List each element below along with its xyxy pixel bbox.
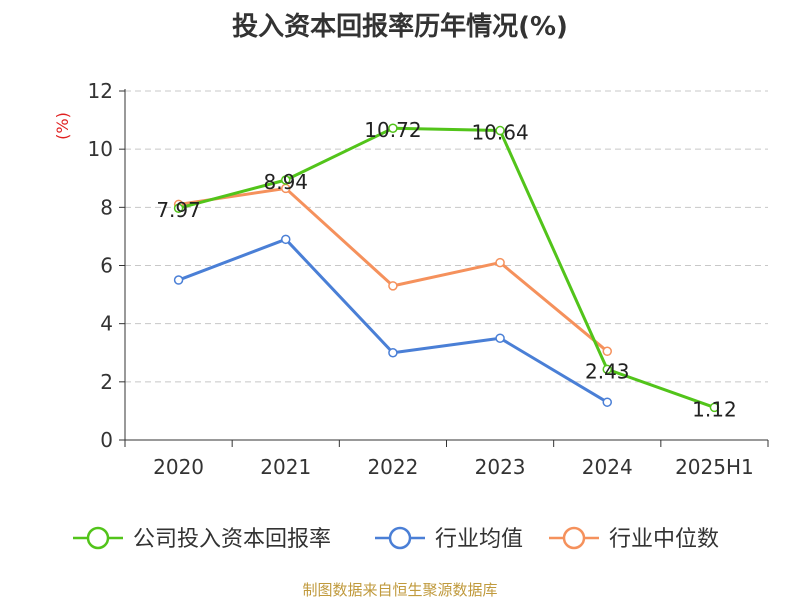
x-tick-label: 2020 xyxy=(153,455,204,479)
grid-lines xyxy=(125,90,768,383)
legend-label: 行业中位数 xyxy=(609,527,719,552)
series-0 xyxy=(173,123,720,413)
legend-item-0: 公司投入资本回报率 xyxy=(73,526,331,552)
data-labels: 7.97 8.94 10.72 10.64 2.43 1.12 xyxy=(156,118,736,421)
series-2 xyxy=(173,183,612,357)
data-label: 10.72 xyxy=(364,118,421,142)
data-label: 2.43 xyxy=(585,359,630,383)
y-tick-label: 4 xyxy=(100,312,113,336)
data-label: 7.97 xyxy=(156,198,201,222)
data-point xyxy=(388,281,398,291)
data-point xyxy=(281,234,291,245)
y-tick-label: 6 xyxy=(100,254,113,278)
x-tick-label: 2021 xyxy=(260,455,311,479)
legend-label: 公司投入资本回报率 xyxy=(133,527,331,552)
data-point xyxy=(602,397,612,407)
data-point xyxy=(173,203,184,213)
legend-label: 行业均值 xyxy=(435,527,523,552)
legend-item-1: 行业均值 xyxy=(375,526,523,552)
source-note: 制图数据来自恒生聚源数据库 xyxy=(302,581,498,599)
data-label: 10.64 xyxy=(471,121,528,145)
data-point xyxy=(173,275,184,285)
series-1 xyxy=(173,234,612,407)
legend-marker xyxy=(86,526,110,550)
data-point xyxy=(388,348,398,358)
y-tick-label: 8 xyxy=(100,195,113,219)
data-point xyxy=(495,257,505,268)
x-tick-label: 2022 xyxy=(367,455,418,479)
data-point xyxy=(602,346,612,357)
data-point xyxy=(388,123,398,133)
data-point xyxy=(709,402,720,413)
x-tick-label: 2025H1 xyxy=(675,455,754,479)
y-axis-title: (%) xyxy=(53,112,72,140)
series-line xyxy=(178,186,609,353)
series-line xyxy=(178,237,609,404)
series-line xyxy=(178,126,715,409)
data-label: 8.94 xyxy=(263,170,308,194)
legend-marker xyxy=(388,526,412,550)
legend-item-2: 行业中位数 xyxy=(549,526,719,552)
axes: 0 2 4 6 8 10 12 (%) 2020 2021 2022 2023 2024 2025H1 xyxy=(53,79,769,479)
x-tick-label: 2023 xyxy=(475,455,526,479)
chart-title: 投入资本回报率历年情况(%) xyxy=(232,12,568,42)
y-tick-label: 12 xyxy=(88,79,113,103)
data-point xyxy=(495,125,505,136)
legend: 公司投入资本回报率 行业均值 行业中位数 xyxy=(73,526,719,552)
data-point xyxy=(495,333,505,343)
legend-marker xyxy=(562,526,586,550)
data-label: 1.12 xyxy=(692,397,737,421)
y-tick-label: 10 xyxy=(88,137,113,161)
data-point xyxy=(281,175,291,185)
data-point xyxy=(602,364,612,375)
y-tick-label: 2 xyxy=(100,370,113,394)
series-lines xyxy=(173,123,720,413)
x-tick-label: 2024 xyxy=(582,455,633,479)
y-tick-label: 0 xyxy=(100,428,113,452)
